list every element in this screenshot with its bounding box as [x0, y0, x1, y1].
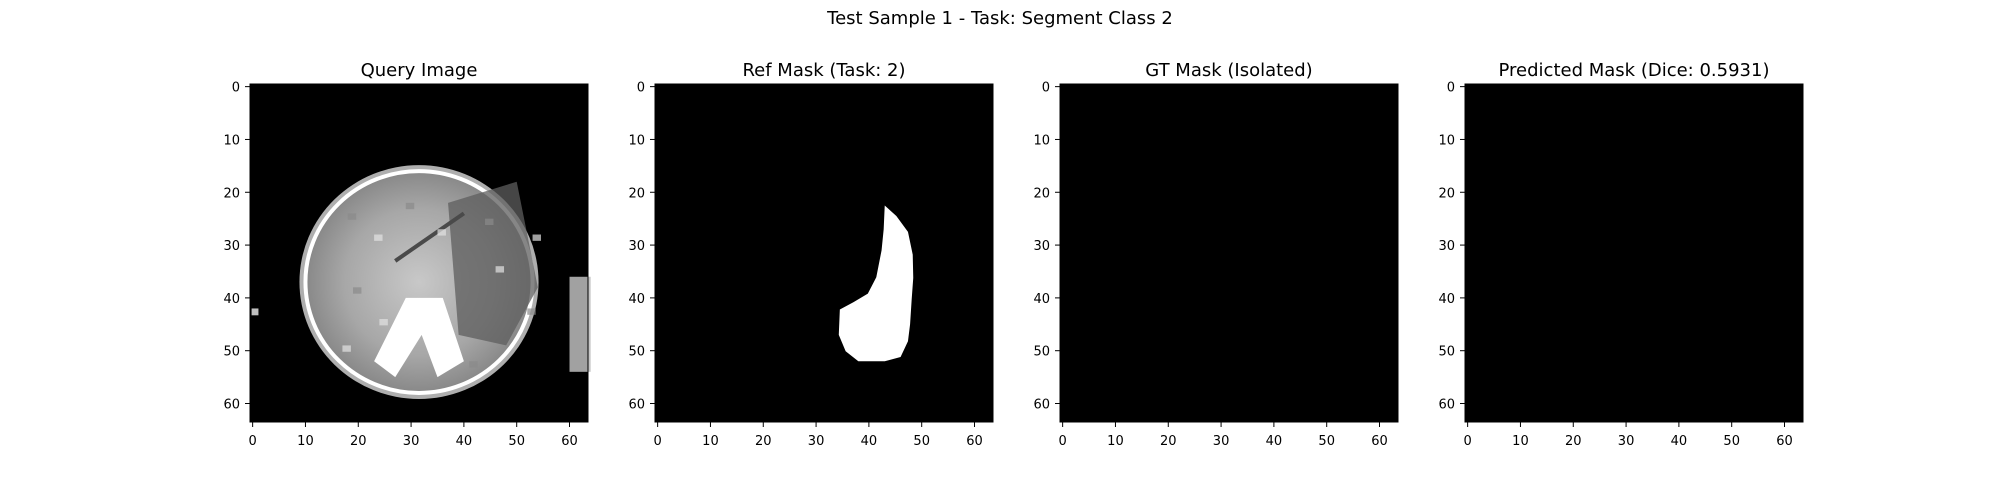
panel-frame-query	[249, 83, 589, 423]
y-tick-label: 30	[223, 239, 240, 254]
y-tick-label: 10	[223, 133, 240, 148]
ct-edge-structure	[569, 276, 591, 372]
x-tick-label: 60	[966, 434, 983, 449]
x-tick-label: 60	[1371, 434, 1388, 449]
panel-image-ref	[655, 84, 993, 422]
x-tick-label: 0	[249, 434, 257, 449]
panel-ref: Ref Mask (Task: 2) 0 10 20 30 40 50 60 0 10 20 30 40…	[628, 60, 994, 449]
panel-pred: Predicted Mask (Dice: 0.5931) 0 10 20 30 40 50…	[1438, 60, 1804, 449]
y-tick-label: 30	[1438, 239, 1455, 254]
panel-image-pred	[1465, 84, 1803, 422]
y-tick-label: 60	[1438, 398, 1455, 413]
y-tick-label: 20	[1033, 186, 1050, 201]
y-tick-label: 10	[1033, 133, 1050, 148]
x-tick-label: 60	[1776, 434, 1793, 449]
y-tick-label: 40	[223, 292, 240, 307]
panel-query: Query Image 0 10 20 30 40 50 60 0 10 20 30 40 50 60	[223, 60, 591, 449]
x-tick-label: 10	[1512, 434, 1529, 449]
x-tick-label: 40	[1671, 434, 1688, 449]
x-tick-label: 30	[1213, 434, 1230, 449]
x-tick-label: 20	[350, 434, 367, 449]
x-tick-label: 20	[755, 434, 772, 449]
y-tick-label: 40	[1438, 292, 1455, 307]
y-tick-label: 0	[1042, 81, 1050, 96]
y-tick-label: 60	[628, 398, 645, 413]
y-tick-label: 30	[628, 239, 645, 254]
x-tick-label: 0	[1464, 434, 1472, 449]
x-tick-label: 30	[808, 434, 825, 449]
x-tick-label: 40	[1266, 434, 1283, 449]
y-tick-label: 30	[1033, 239, 1050, 254]
ct-texture-speckle	[405, 202, 415, 210]
ct-texture-speckle	[352, 287, 362, 294]
panel-image-gt	[1060, 84, 1398, 422]
y-tick-label: 0	[232, 81, 240, 96]
ct-dark-organ	[448, 181, 538, 346]
ct-edge-dot	[251, 308, 259, 316]
ct-texture-speckle	[532, 234, 541, 241]
ct-texture-speckle	[379, 319, 388, 326]
ct-texture-speckle	[485, 218, 494, 226]
x-tick-label: 50	[1723, 434, 1740, 449]
y-tick-label: 50	[223, 345, 240, 360]
x-tick-label: 10	[297, 434, 314, 449]
y-tick-label: 50	[1438, 345, 1455, 360]
panel-gt: GT Mask (Isolated) 0 10 20 30 40 50 60 0 10 20 30 40…	[1033, 60, 1399, 449]
y-tick-label: 20	[223, 186, 240, 201]
ct-texture-speckle	[527, 308, 536, 315]
y-tick-label: 40	[1033, 292, 1050, 307]
x-tick-label: 60	[561, 434, 578, 449]
y-tick-label: 0	[1447, 81, 1455, 96]
y-tick-label: 20	[1438, 186, 1455, 201]
x-tick-label: 0	[1059, 434, 1067, 449]
ct-texture-speckle	[347, 213, 357, 220]
x-tick-label: 30	[1618, 434, 1635, 449]
ct-texture-speckle	[469, 361, 478, 368]
x-tick-label: 30	[403, 434, 420, 449]
x-tick-label: 50	[508, 434, 525, 449]
x-tick-label: 0	[654, 434, 662, 449]
ct-vessel	[394, 211, 466, 263]
ct-texture-speckle	[437, 229, 446, 236]
y-tick-label: 20	[628, 186, 645, 201]
y-tick-label: 40	[628, 292, 645, 307]
panel-title-query: Query Image	[361, 60, 478, 81]
x-tick-label: 20	[1565, 434, 1582, 449]
x-tick-label: 20	[1160, 434, 1177, 449]
figure-title: Test Sample 1 - Task: Segment Class 2	[827, 8, 1173, 29]
y-tick-label: 0	[637, 81, 645, 96]
y-tick-label: 60	[223, 398, 240, 413]
panel-title-pred: Predicted Mask (Dice: 0.5931)	[1499, 60, 1770, 81]
panel-frame-gt	[1059, 83, 1399, 423]
x-tick-label: 40	[861, 434, 878, 449]
reference-mask-region	[838, 205, 914, 362]
panel-title-gt: GT Mask (Isolated)	[1145, 60, 1312, 81]
y-tick-label: 50	[628, 345, 645, 360]
ct-texture-speckle	[342, 345, 351, 352]
panel-frame-ref	[654, 83, 994, 423]
panel-frame-pred	[1464, 83, 1804, 423]
y-tick-label: 60	[1033, 398, 1050, 413]
x-tick-label: 40	[456, 434, 473, 449]
y-tick-label: 10	[1438, 133, 1455, 148]
ct-texture-speckle	[374, 234, 383, 241]
x-tick-label: 10	[702, 434, 719, 449]
ct-spine	[374, 297, 464, 378]
x-tick-label: 10	[1107, 434, 1124, 449]
ct-texture-speckle	[495, 266, 505, 273]
y-tick-label: 50	[1033, 345, 1050, 360]
panel-title-ref: Ref Mask (Task: 2)	[742, 60, 905, 81]
x-tick-label: 50	[913, 434, 930, 449]
y-tick-label: 10	[628, 133, 645, 148]
x-tick-label: 50	[1318, 434, 1335, 449]
